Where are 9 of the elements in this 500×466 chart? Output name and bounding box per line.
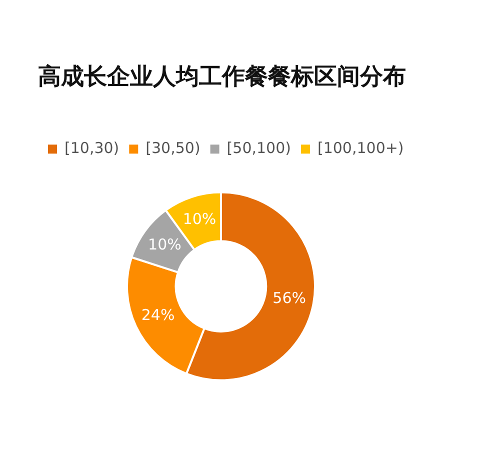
legend-label: [30,50) bbox=[146, 138, 200, 157]
data-label: 56% bbox=[272, 289, 306, 308]
data-label: 10% bbox=[148, 235, 182, 254]
legend-label: [100,100+) bbox=[317, 138, 404, 157]
data-label: 10% bbox=[182, 210, 216, 228]
legend-label: [50,100) bbox=[226, 138, 291, 157]
data-label: 24% bbox=[141, 306, 175, 324]
chart-title: 高成长企业人均工作餐餐标区间分布 bbox=[38, 62, 406, 90]
legend-label: [10,30) bbox=[64, 138, 120, 157]
